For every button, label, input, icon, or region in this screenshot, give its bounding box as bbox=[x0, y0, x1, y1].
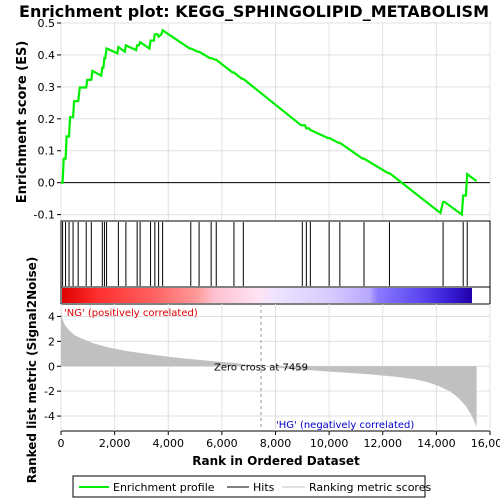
es-gridlines bbox=[60, 22, 491, 221]
hits-panel bbox=[60, 220, 491, 288]
x-tick-label: 16,000 bbox=[471, 437, 500, 450]
x-tick-label: 14,000 bbox=[417, 437, 456, 450]
es-series bbox=[61, 28, 478, 217]
ranked-metric-area bbox=[61, 310, 477, 428]
x-axis: 0 2,000 4,000 6,000 8,000 10,000 12,000 14,000 1… bbox=[58, 431, 500, 450]
zero-cross-label: Zero cross at 7459 bbox=[214, 362, 308, 373]
es-y-tick-label: 0.1 bbox=[38, 145, 56, 158]
metric-y-tick-label: 2 bbox=[48, 335, 55, 348]
x-axis-label: Rank in Ordered Dataset bbox=[192, 454, 360, 468]
legend-metric-label: Ranking metric scores bbox=[309, 481, 431, 494]
x-tick-label: 0 bbox=[58, 437, 65, 450]
es-y-tick-label: 0.3 bbox=[38, 81, 56, 94]
legend-hits-label: Hits bbox=[253, 481, 275, 494]
metric-y-tick-label: -2 bbox=[44, 385, 55, 398]
es-y-tick-label: 0.2 bbox=[38, 113, 56, 126]
hit-markers bbox=[62, 222, 468, 286]
x-tick-label: 12,000 bbox=[364, 437, 403, 450]
x-tick-label: 4,000 bbox=[153, 437, 185, 450]
es-y-axis-label: Enrichment score (ES) bbox=[15, 41, 30, 204]
x-tick-label: 8,000 bbox=[260, 437, 292, 450]
negative-correlation-label: 'HG' (negatively correlated) bbox=[276, 420, 414, 431]
legend-enrichment-label: Enrichment profile bbox=[113, 481, 215, 494]
metric-y-tick-label: 0 bbox=[48, 360, 55, 373]
metric-gridlines bbox=[60, 304, 491, 431]
legend: Enrichment profile Hits Ranking metric s… bbox=[72, 475, 431, 498]
metric-y-tick-label: 4 bbox=[48, 310, 55, 323]
es-panel: -0.1 0.0 0.1 0.2 0.3 0.4 0.5 Enrichment score … bbox=[15, 17, 491, 222]
chart-title: Enrichment plot: KEGG_SPHINGOLIPID_METAB… bbox=[19, 2, 489, 21]
es-y-tick-label: 0.5 bbox=[38, 17, 56, 30]
x-tick-label: 6,000 bbox=[206, 437, 238, 450]
enrichment-profile-line bbox=[61, 28, 478, 217]
ranked-metric-panel: -4 -2 0 2 4 Zero cross at 7459 'NG' (positiv… bbox=[25, 257, 491, 484]
x-tick-label: 2,000 bbox=[99, 437, 131, 450]
metric-y-tick-label: -4 bbox=[44, 410, 55, 423]
rank-colorbar bbox=[60, 286, 491, 305]
metric-y-axis-label: Ranked list metric (Signal2Noise) bbox=[25, 257, 39, 484]
es-y-tick-label: 0.0 bbox=[38, 177, 56, 190]
x-tick-label: 10,000 bbox=[310, 437, 349, 450]
positive-correlation-label: 'NG' (positively correlated) bbox=[64, 308, 198, 319]
es-y-tick-label: 0.4 bbox=[38, 49, 56, 62]
metric-y-axis: -4 -2 0 2 4 bbox=[44, 310, 61, 423]
es-y-axis: -0.1 0.0 0.1 0.2 0.3 0.4 0.5 bbox=[34, 17, 61, 222]
es-y-tick-label: -0.1 bbox=[34, 209, 55, 222]
